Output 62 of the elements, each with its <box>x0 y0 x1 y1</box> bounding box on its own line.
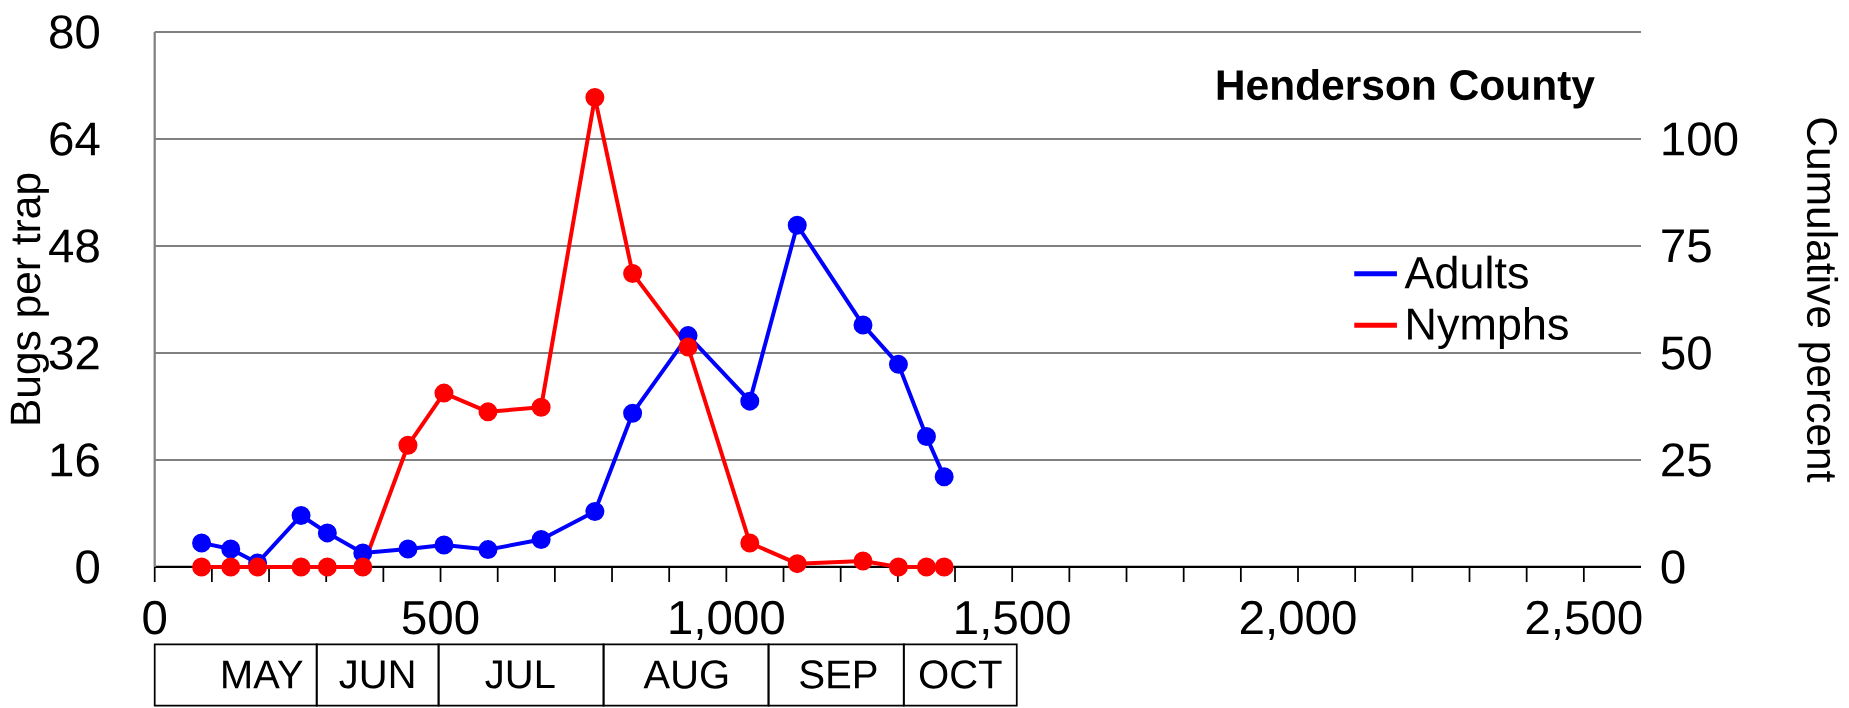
legend-label: Adults <box>1404 255 1528 289</box>
x-tick-label: 2,500 <box>1526 600 1642 641</box>
y-tick-label: 0 <box>76 550 99 584</box>
point <box>853 551 873 571</box>
y-tick-label: 48 <box>49 229 99 263</box>
point <box>678 337 698 357</box>
text: SEP <box>800 660 877 689</box>
point <box>398 435 418 455</box>
point <box>353 557 373 577</box>
legend-label: Nymphs <box>1408 306 1568 349</box>
y-tick-label: 16 <box>51 443 99 477</box>
x-tick-label: 1,000 <box>670 600 784 641</box>
y2-tick-label: 50 <box>1661 336 1711 370</box>
point <box>434 383 454 403</box>
point <box>478 540 498 560</box>
point <box>585 501 605 521</box>
point <box>531 530 551 550</box>
point <box>623 403 643 423</box>
point <box>317 523 337 543</box>
y2-tick-label: 100 <box>1663 122 1738 156</box>
y-tick-label: 64 <box>50 122 100 156</box>
point <box>192 533 212 553</box>
point <box>623 263 643 283</box>
text: JUL <box>485 660 555 689</box>
text: Henderson County <box>1217 68 1595 109</box>
point <box>740 533 760 553</box>
x-tick-label: 2,000 <box>1240 600 1356 641</box>
point <box>531 397 551 417</box>
point <box>787 554 807 574</box>
point <box>585 88 605 108</box>
text: MAY <box>223 660 303 689</box>
point <box>853 315 873 335</box>
text: JUN <box>339 660 414 689</box>
x-tick-label: 500 <box>402 600 479 635</box>
point <box>740 391 760 411</box>
point <box>221 557 241 577</box>
point <box>888 557 908 577</box>
x-tick-label: 1,500 <box>956 600 1070 641</box>
point <box>787 215 807 235</box>
x-tick-label: 0 <box>143 600 167 635</box>
point <box>192 557 212 577</box>
point <box>916 427 936 447</box>
text: OCT <box>919 660 1002 689</box>
point <box>221 539 241 559</box>
point <box>291 505 311 525</box>
y2-axis-title: Cumulative percent <box>1798 118 1839 483</box>
y2-tick-label: 75 <box>1662 229 1711 263</box>
y-axis-title: Bugs per trap <box>10 173 49 424</box>
point <box>398 539 418 559</box>
point <box>478 402 498 422</box>
y2-tick-label: 25 <box>1662 443 1711 477</box>
point <box>317 557 337 577</box>
y-tick-label: 32 <box>49 336 99 370</box>
point <box>291 557 311 577</box>
y-tick-label: 80 <box>50 15 99 49</box>
point <box>934 557 954 577</box>
y2-tick-label: 0 <box>1661 550 1685 584</box>
text: AUG <box>643 660 728 689</box>
point <box>888 354 908 374</box>
point <box>934 467 954 487</box>
point <box>916 557 936 577</box>
point <box>434 535 454 555</box>
